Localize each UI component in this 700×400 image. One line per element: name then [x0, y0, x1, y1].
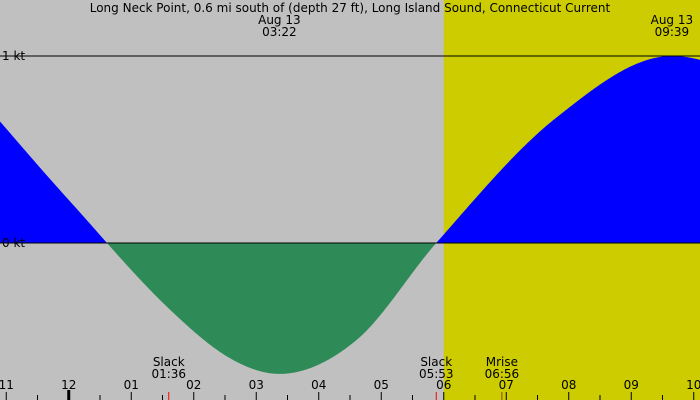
event-name-label: Mrise	[486, 355, 518, 369]
hour-tick-label: 10	[686, 378, 700, 392]
top-time-label: 09:39	[655, 25, 690, 39]
hour-tick-label: 07	[499, 378, 514, 392]
current-curve	[0, 56, 700, 374]
hour-tick-label: 02	[186, 378, 201, 392]
y-label-zero-knot: 0 kt	[2, 236, 25, 250]
hour-tick-label: 12	[61, 378, 76, 392]
top-time-label: 03:22	[262, 25, 297, 39]
hour-axis: 1112010203040506070809101112010203040506…	[0, 378, 700, 400]
hour-tick-label: 08	[561, 378, 576, 392]
hour-tick-label: 04	[311, 378, 326, 392]
hour-tick-label: 05	[374, 378, 389, 392]
y-label-one-knot: 1 kt	[2, 49, 25, 63]
top-date-label: Aug 13	[651, 13, 694, 27]
event-name-label: Slack	[153, 355, 185, 369]
event-time-label: 06:56	[485, 367, 520, 381]
hour-tick-label: 01	[124, 378, 139, 392]
ebb-area	[0, 243, 700, 374]
flood-area	[0, 56, 700, 243]
event-name-label: Slack	[420, 355, 452, 369]
event-time-label: 01:36	[151, 367, 186, 381]
hour-tick-label: 09	[624, 378, 639, 392]
hour-tick-label: 11	[0, 378, 14, 392]
top-date-label: Aug 13	[258, 13, 301, 27]
bottom-event-labels: Slack01:36Slack05:53Mrise06:56Slack14:08…	[151, 355, 520, 381]
hour-tick-label: 03	[249, 378, 264, 392]
midnight-marker	[67, 390, 71, 400]
event-time-label: 05:53	[419, 367, 454, 381]
chart-title: Long Neck Point, 0.6 mi south of (depth …	[90, 1, 611, 15]
hour-tick-label: 06	[436, 378, 451, 392]
